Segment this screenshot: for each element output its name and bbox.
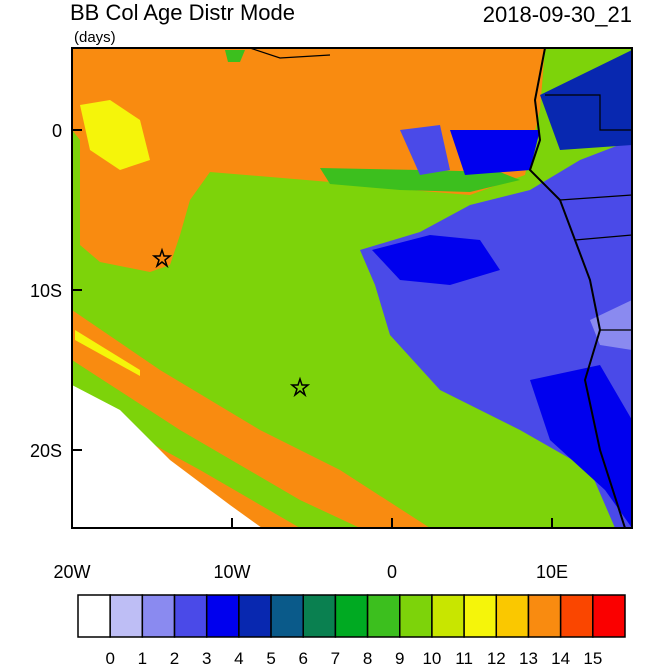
colorbar-box [495, 594, 530, 638]
x-tick-label: 10E [536, 562, 568, 582]
colorbar-label: 5 [266, 649, 275, 667]
colorbar-box [141, 594, 176, 638]
colorbar-box [399, 594, 433, 638]
colorbar-box [559, 594, 594, 638]
map-field [72, 48, 632, 528]
colorbar-box [109, 594, 144, 638]
colorbar-box [334, 594, 369, 638]
y-tick-label: 0 [52, 121, 62, 141]
x-tick-label: 0 [387, 562, 397, 582]
colorbar-label: 1 [138, 649, 147, 667]
colorbar-label: 7 [331, 649, 340, 667]
units: (days) [74, 29, 116, 46]
date: 2018-09-30_21 [483, 2, 632, 27]
colorbar-label: 9 [395, 649, 404, 667]
colorbar-label: 10 [422, 649, 441, 667]
colorbar-box [463, 594, 498, 638]
y-tick-label: 10S [30, 281, 62, 301]
colorbar-box [270, 594, 304, 638]
title: BB Col Age Distr Mode [70, 0, 295, 25]
colorbar-label: 14 [551, 649, 570, 667]
colorbar-box [431, 594, 465, 638]
colorbar-label: 12 [487, 649, 506, 667]
colorbar-box [205, 594, 240, 638]
map-frame [71, 47, 633, 529]
colorbar-label: 3 [202, 649, 211, 667]
x-tick-label: 20W [53, 562, 90, 582]
colorbar-box [77, 594, 111, 638]
colorbar-label: 13 [519, 649, 538, 667]
colorbar-label: 0 [105, 649, 114, 667]
colorbar-box [238, 594, 272, 638]
colorbar-label: 4 [234, 649, 243, 667]
y-tick-label: 20S [30, 441, 62, 461]
colorbar-label: 11 [455, 649, 473, 667]
colorbar-label: 2 [170, 649, 179, 667]
colorbar-box [173, 594, 208, 638]
colorbar-label: 15 [583, 649, 602, 667]
colorbar-box [527, 594, 562, 638]
colorbar-box [592, 594, 626, 638]
colorbar-label: 8 [363, 649, 372, 667]
colorbar-label: 6 [299, 649, 308, 667]
colorbar-box [366, 594, 401, 638]
colorbar-box [302, 594, 337, 638]
x-tick-label: 10W [213, 562, 250, 582]
